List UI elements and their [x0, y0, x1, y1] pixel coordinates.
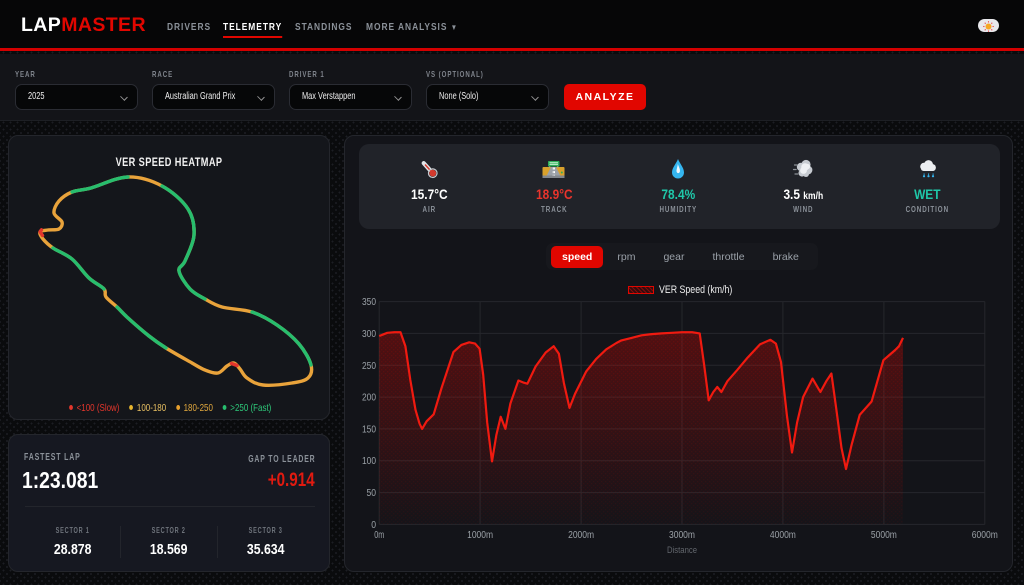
svg-text:250: 250	[362, 361, 376, 372]
svg-text:100: 100	[362, 456, 376, 467]
svg-text:300: 300	[362, 329, 376, 340]
svg-text:0m: 0m	[374, 530, 384, 541]
svg-text:50: 50	[367, 488, 377, 499]
svg-text:Distance: Distance	[667, 545, 697, 555]
svg-text:4000m: 4000m	[770, 530, 796, 541]
svg-text:6000m: 6000m	[972, 530, 998, 541]
svg-text:0: 0	[371, 520, 376, 531]
svg-text:150: 150	[362, 424, 376, 435]
svg-text:200: 200	[362, 393, 376, 404]
svg-text:2000m: 2000m	[568, 530, 594, 541]
svg-text:5000m: 5000m	[871, 530, 897, 541]
svg-text:350: 350	[362, 297, 376, 308]
svg-text:1000m: 1000m	[467, 530, 493, 541]
svg-text:3000m: 3000m	[669, 530, 695, 541]
